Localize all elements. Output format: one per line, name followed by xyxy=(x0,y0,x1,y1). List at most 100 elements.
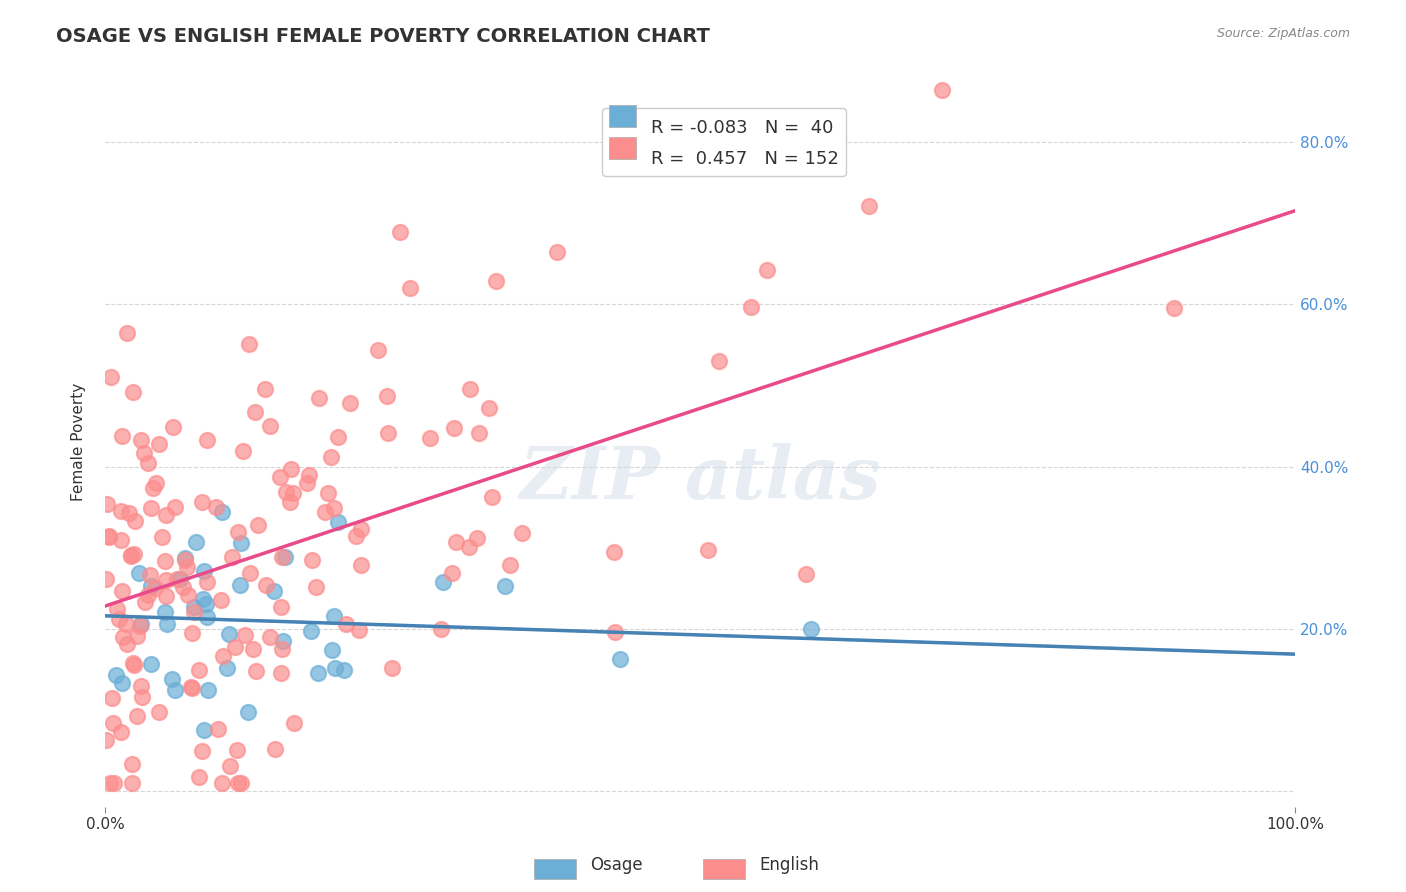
Point xyxy=(174,550,197,565)
Point xyxy=(740,300,762,314)
Point xyxy=(339,396,361,410)
Point xyxy=(603,625,626,640)
Point xyxy=(858,199,880,213)
Point xyxy=(444,535,467,549)
Point xyxy=(381,661,404,675)
Point xyxy=(485,274,508,288)
Point xyxy=(242,642,264,657)
Point xyxy=(226,743,249,757)
Point xyxy=(254,577,277,591)
Point xyxy=(263,583,285,598)
Point xyxy=(134,446,156,460)
Point xyxy=(375,389,398,403)
Point xyxy=(389,225,412,239)
Point xyxy=(498,558,520,572)
Point xyxy=(195,433,218,447)
Point xyxy=(263,742,285,756)
Point xyxy=(298,467,321,482)
Point xyxy=(139,501,162,516)
Point xyxy=(122,657,145,671)
Point xyxy=(273,549,295,564)
Point xyxy=(546,245,568,260)
Point xyxy=(328,516,350,530)
Point xyxy=(280,462,302,476)
Point xyxy=(301,553,323,567)
Point xyxy=(441,566,464,580)
Point xyxy=(226,524,249,539)
Point xyxy=(271,550,294,565)
Point xyxy=(139,657,162,672)
Point xyxy=(176,560,198,574)
Point xyxy=(183,599,205,614)
Point xyxy=(98,529,121,543)
Point xyxy=(259,630,281,644)
Point xyxy=(377,425,399,440)
Point xyxy=(153,554,176,568)
Point xyxy=(697,543,720,558)
Point xyxy=(204,500,226,515)
Point xyxy=(169,572,191,586)
Point xyxy=(322,608,344,623)
Point xyxy=(193,723,215,737)
Point xyxy=(419,431,441,445)
Point xyxy=(211,504,233,518)
Point xyxy=(221,550,243,565)
Point xyxy=(278,495,301,509)
Point xyxy=(335,616,357,631)
Point xyxy=(212,648,235,663)
Point xyxy=(97,530,120,544)
Point xyxy=(150,530,173,544)
Point xyxy=(148,705,170,719)
Point xyxy=(794,566,817,581)
Point xyxy=(197,682,219,697)
Point xyxy=(319,450,342,465)
Point xyxy=(297,476,319,491)
Point xyxy=(465,531,488,545)
Point xyxy=(184,535,207,549)
Point xyxy=(321,642,343,657)
Point xyxy=(101,715,124,730)
Point xyxy=(120,549,142,563)
Point xyxy=(215,661,238,675)
Point xyxy=(756,263,779,277)
Point xyxy=(245,664,267,678)
Point xyxy=(305,580,328,594)
Point xyxy=(111,429,134,443)
Point xyxy=(129,619,152,633)
Point xyxy=(270,641,292,656)
Point xyxy=(207,722,229,736)
Point xyxy=(163,683,186,698)
Text: Osage: Osage xyxy=(591,855,643,873)
Point xyxy=(166,572,188,586)
Point xyxy=(283,486,305,500)
Point xyxy=(180,681,202,696)
Point xyxy=(103,775,125,789)
Point xyxy=(209,593,232,607)
Y-axis label: Female Poverty: Female Poverty xyxy=(72,383,86,501)
Point xyxy=(219,759,242,773)
Point xyxy=(96,572,118,586)
Point xyxy=(609,652,631,666)
Point xyxy=(494,578,516,592)
Point xyxy=(101,690,124,705)
Point xyxy=(347,623,370,637)
Point xyxy=(239,566,262,581)
Point xyxy=(110,584,132,599)
Point xyxy=(148,436,170,450)
Point xyxy=(432,575,454,590)
Point xyxy=(187,770,209,784)
Point xyxy=(110,504,132,518)
Point xyxy=(236,705,259,719)
Point xyxy=(430,622,453,636)
Point xyxy=(458,383,481,397)
Point xyxy=(350,558,373,572)
Point xyxy=(233,628,256,642)
Point xyxy=(194,597,217,611)
Point xyxy=(481,490,503,504)
Point xyxy=(131,690,153,704)
Point xyxy=(129,679,152,693)
Point xyxy=(173,553,195,567)
Point xyxy=(180,680,202,694)
Point xyxy=(367,343,389,357)
Point xyxy=(232,444,254,458)
